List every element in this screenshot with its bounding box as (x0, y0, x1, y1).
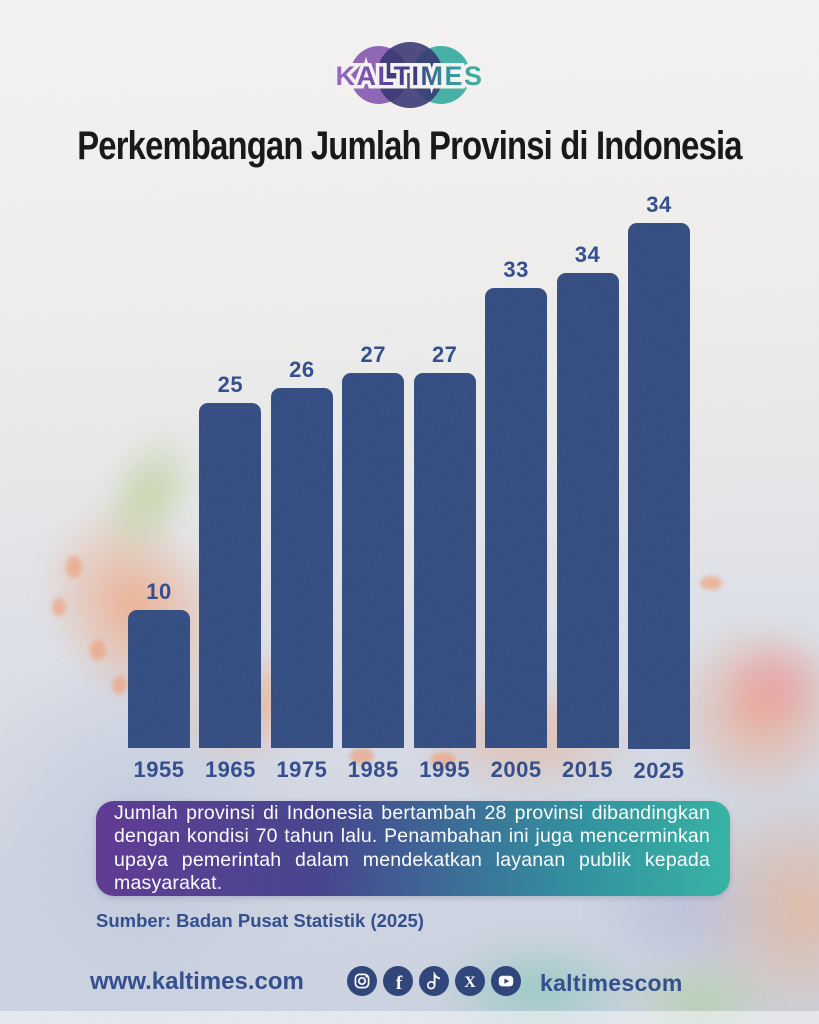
youtube-icon[interactable] (491, 966, 521, 996)
x-tick-1965: 1965 (204, 757, 256, 782)
logo-wordmark: KALTIMES KALTIMES (0, 58, 819, 95)
x-tick-1995: 1995 (419, 757, 471, 782)
bar-value-label-2005: 33 (503, 257, 529, 282)
chart-column-2025: 34 2025 (627, 192, 690, 792)
chart-column-1965: 25 1965 (199, 192, 262, 792)
kaltimes-logo: KALTIMES KALTIMES (0, 40, 819, 114)
bar-2015 (556, 273, 619, 748)
summary-text: Jumlah provinsi di Indonesia bertambah 2… (114, 801, 710, 894)
bar-1995 (413, 373, 476, 748)
social-icons: f X (347, 966, 521, 996)
island-dot (52, 598, 66, 616)
bar-2025 (627, 223, 690, 749)
bar-value-label-2025: 34 (646, 192, 672, 217)
x-tick-2005: 2005 (490, 757, 542, 782)
svg-text:f: f (396, 973, 403, 994)
x-tick-2015: 2015 (562, 757, 613, 782)
tiktok-icon[interactable] (419, 966, 449, 996)
bar-chart: 10 1955 25 1965 26 1975 27 1985 27 1995 33 2005 34 20… (128, 192, 690, 792)
bar-value-label-1975: 26 (289, 357, 315, 382)
bar-value-label-1985: 27 (360, 342, 386, 367)
social-handle: kaltimescom (540, 970, 683, 996)
page-title: Perkembangan Jumlah Provinsi di Indonesi… (77, 124, 742, 168)
chart-column-1985: 27 1985 (342, 192, 405, 792)
website-url: www.kaltimes.com (90, 968, 304, 995)
instagram-icon[interactable] (347, 966, 377, 996)
chart-column-1995: 27 1995 (413, 192, 476, 792)
chart-column-1975: 26 1975 (270, 192, 333, 792)
pink-coast-accent (695, 615, 819, 755)
bar-value-label-1955: 10 (146, 579, 172, 604)
bar-1965 (199, 403, 262, 748)
x-tick-1975: 1975 (276, 757, 328, 782)
bar-2005 (485, 288, 548, 748)
island-dot (112, 676, 127, 694)
bottom-light-strip (0, 1011, 819, 1024)
logo-text: KALTIMES (335, 61, 484, 91)
bar-value-label-1965: 25 (217, 372, 244, 397)
x-tick-2025: 2025 (633, 757, 685, 783)
chart-column-2015: 34 2015 (556, 192, 619, 792)
island-dot (700, 576, 722, 590)
bar-value-label-1995: 27 (431, 342, 458, 367)
x-tick-1955: 1955 (133, 757, 185, 782)
svg-text:X: X (464, 974, 476, 991)
chart-column-2005: 33 2005 (485, 192, 548, 792)
bar-value-label-2015: 34 (574, 242, 601, 267)
bar-1955 (128, 610, 190, 748)
x-tick-1985: 1985 (347, 757, 399, 782)
island-dot (90, 640, 106, 660)
bar-1985 (342, 373, 405, 748)
x-icon[interactable]: X (455, 966, 485, 996)
source-credit: Sumber: Badan Pusat Statistik (2025) (96, 910, 424, 931)
bar-1975 (270, 388, 333, 748)
summary-infobox: Jumlah provinsi di Indonesia bertambah 2… (96, 801, 730, 896)
island-dot (66, 556, 82, 578)
facebook-icon[interactable]: f (383, 966, 413, 996)
chart-column-1955: 10 1955 (128, 192, 190, 792)
